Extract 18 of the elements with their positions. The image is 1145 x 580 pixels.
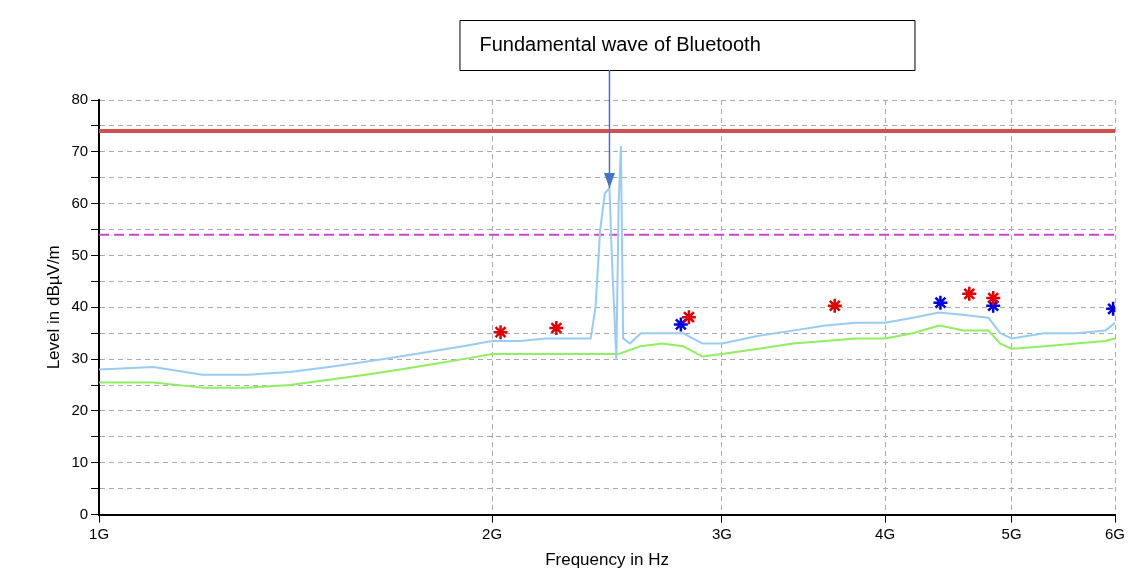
y-tick-label: 40 (71, 297, 89, 315)
annotation: Fundamental wave of Bluetooth (479, 32, 761, 55)
y-tick-label: 20 (71, 401, 89, 419)
y-tick-label: 0 (79, 504, 89, 522)
x-tick-label: 5G (1001, 524, 1022, 542)
x-tick-label: 6G (1104, 524, 1126, 542)
y-tick-label: 80 (71, 90, 89, 108)
x-tick-label: 4G (875, 524, 896, 542)
x-tick-label: 1G (89, 524, 110, 542)
x-tick-label: 2G (482, 524, 503, 542)
x-tick-label: 3G (711, 524, 732, 542)
y-axis-title: Level in dBµV/m (43, 245, 63, 370)
y-tick-label: 30 (71, 349, 89, 367)
x-axis-title: Frequency in Hz (545, 550, 669, 570)
y-tick-label: 10 (71, 452, 89, 470)
y-tick-label: 60 (71, 193, 89, 211)
y-tick-label: 70 (71, 141, 89, 159)
y-tick-label: 50 (71, 245, 89, 263)
